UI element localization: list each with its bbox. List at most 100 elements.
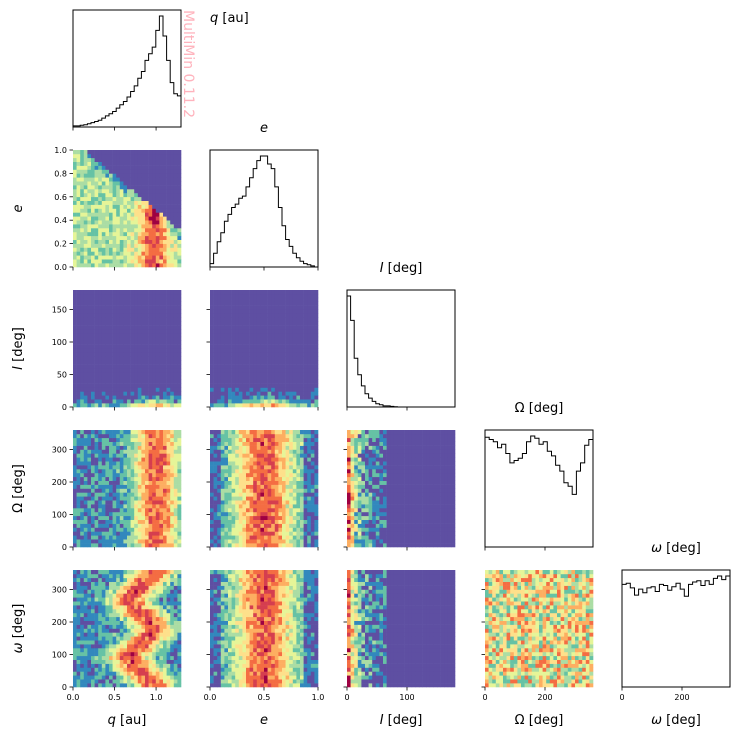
density-cell <box>177 243 182 248</box>
density-cell <box>361 523 366 528</box>
density-cell <box>116 511 121 517</box>
density-cell <box>271 356 276 361</box>
density-cell <box>264 433 268 439</box>
density-cell <box>292 403 297 408</box>
density-cell <box>127 515 131 520</box>
density-cell <box>271 488 276 493</box>
density-cell <box>285 293 290 299</box>
density-cell <box>163 301 167 306</box>
histogram-frame-q <box>72 9 182 128</box>
density-cell <box>109 472 113 478</box>
density-cell <box>253 379 258 384</box>
density-cell <box>285 480 290 485</box>
density-cell <box>242 453 247 458</box>
density-cell <box>145 523 149 528</box>
density-cell <box>375 476 380 481</box>
density-cell <box>101 297 106 302</box>
density-cell <box>159 196 164 201</box>
density-cell <box>278 457 283 462</box>
density-cell <box>210 508 214 513</box>
density-cell <box>112 437 117 442</box>
density-cell <box>235 449 240 454</box>
density-cell <box>127 543 131 548</box>
density-cell <box>210 356 214 361</box>
density-cell <box>155 360 160 365</box>
density-cell <box>390 492 395 497</box>
density-cell <box>173 293 178 299</box>
density-cell <box>101 508 106 513</box>
density-cell <box>271 340 276 345</box>
density-cell <box>231 336 236 341</box>
density-cell <box>217 375 222 380</box>
density-cell <box>123 317 128 322</box>
y-axis-label-Omega: Ω [deg] <box>11 464 26 513</box>
density-cell <box>155 430 160 435</box>
density-cell <box>145 383 149 388</box>
density-cell <box>350 433 355 439</box>
density-cell <box>145 259 149 264</box>
density-cell <box>213 321 218 326</box>
density-cell <box>101 441 106 446</box>
density-cell <box>310 336 315 341</box>
density-cell <box>253 449 258 454</box>
density-cell <box>375 515 380 520</box>
density-cell <box>159 430 164 435</box>
density-cell <box>372 519 377 524</box>
density-cell <box>177 153 182 159</box>
density-cell <box>109 228 113 233</box>
density-cell <box>112 511 117 517</box>
density-cell <box>127 255 131 260</box>
density-cell <box>217 492 222 497</box>
density-cell <box>375 535 380 540</box>
density-cell <box>101 430 106 435</box>
density-cell <box>249 383 254 388</box>
density-cell <box>350 472 355 478</box>
density-cell <box>83 208 88 213</box>
density-cell <box>253 531 258 536</box>
density-cell <box>249 360 254 365</box>
density-cell <box>271 461 276 466</box>
density-cell <box>127 290 131 295</box>
density-cell <box>170 441 175 446</box>
density-cell <box>98 231 103 237</box>
density-cell <box>91 185 95 190</box>
density-cell <box>101 247 106 252</box>
density-cell <box>173 204 178 209</box>
density-cell <box>372 515 377 520</box>
density-cell <box>177 185 182 190</box>
density-cell <box>231 519 236 524</box>
density-cell <box>170 313 175 318</box>
density-cell <box>177 321 182 326</box>
density-cell <box>163 519 167 524</box>
density-cell <box>83 165 88 170</box>
density-cell <box>163 441 167 446</box>
density-cell <box>267 340 272 345</box>
density-cell <box>307 352 312 357</box>
density-cell <box>155 228 160 233</box>
density-cell <box>365 508 369 513</box>
density-cell <box>101 368 106 373</box>
density-cell <box>83 449 88 454</box>
density-cell <box>91 321 95 326</box>
density-cell <box>300 500 304 505</box>
density-cell <box>300 519 304 524</box>
density-cell <box>101 220 106 225</box>
density-cell <box>105 169 110 174</box>
density-cell <box>145 325 149 330</box>
density-cell <box>166 321 171 326</box>
density-cell <box>87 356 92 361</box>
density-cell <box>116 228 121 233</box>
density-cell <box>246 504 250 509</box>
density-cell <box>148 496 153 501</box>
density-cell <box>145 243 149 248</box>
density-cell <box>119 461 124 466</box>
density-cell <box>217 395 222 400</box>
density-cell <box>137 508 142 513</box>
density-cell <box>242 511 247 517</box>
density-cell <box>393 476 398 481</box>
density-cell <box>130 519 135 524</box>
density-cell <box>274 535 279 540</box>
density-cell <box>123 383 128 388</box>
density-cell <box>80 360 85 365</box>
density-cell <box>267 430 272 435</box>
